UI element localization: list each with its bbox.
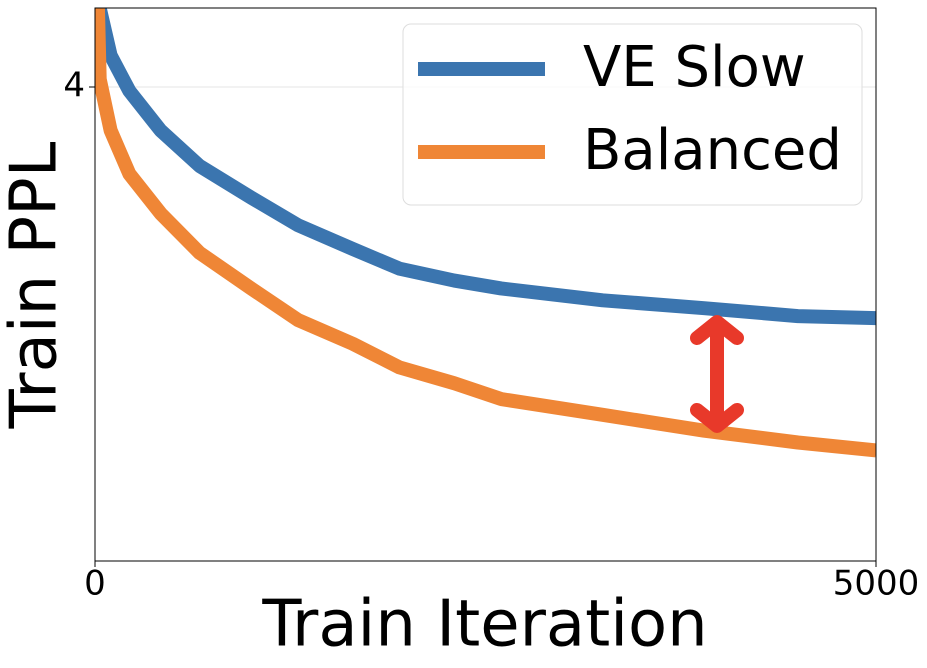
y-tick-label: 4 (63, 66, 85, 106)
legend-label: Balanced (583, 118, 842, 183)
arrow-head-top (690, 315, 744, 345)
y-axis-label: Train PPL (0, 141, 72, 429)
legend-label: VE Slow (583, 35, 806, 100)
gap-arrow (690, 315, 744, 433)
x-axis-label: Train Iteration (261, 588, 707, 662)
plot-frame (94, 7, 877, 562)
x-tick-label: 0 (84, 564, 106, 604)
series-line (95, 8, 876, 458)
plot-area (95, 8, 876, 458)
series-line (95, 8, 876, 326)
x-tick-label: 5000 (833, 564, 920, 604)
legend: VE Slow Balanced (402, 23, 863, 206)
arrow-head-bottom (690, 403, 744, 433)
